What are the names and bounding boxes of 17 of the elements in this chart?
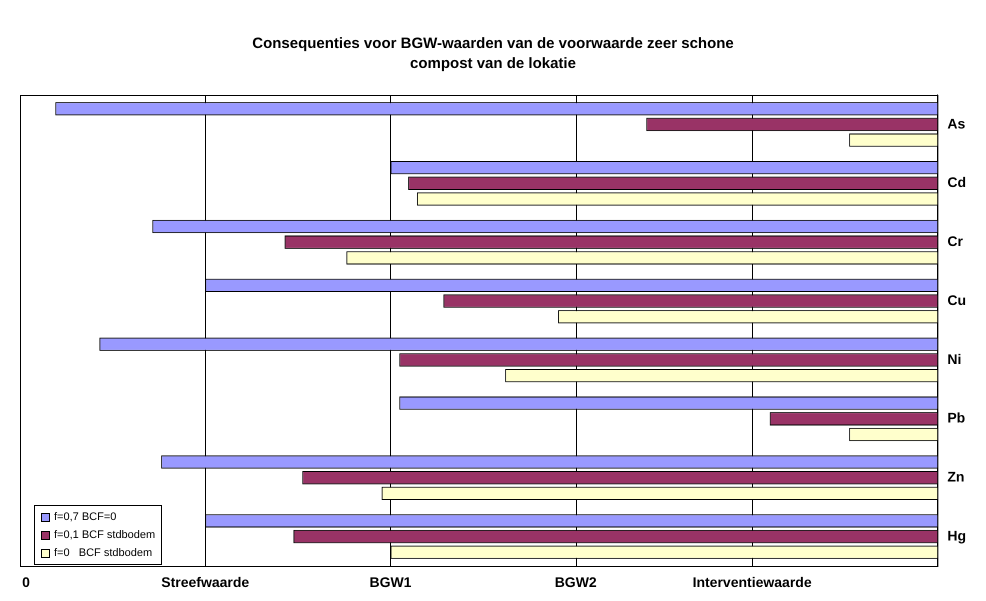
y-tick-label: Zn — [947, 468, 964, 485]
y-tick-label: Cd — [947, 174, 966, 190]
ref-line-label: BGW2 — [554, 574, 597, 590]
y-tick-label: As — [947, 115, 966, 132]
y-tick-label: Hg — [947, 527, 966, 544]
legend-label: f=0,7 BCF=0 — [54, 511, 116, 523]
y-tick-label: Ni — [947, 350, 962, 367]
y-tick-label: Cu — [947, 292, 966, 308]
chart-title: Consequenties voor BGW-waarden van de voorwaarde zeer schone compost van de lokatie — [251, 34, 735, 74]
legend-label: f=0,1 BCF stdbodem — [54, 529, 156, 541]
ref-line-label: BGW1 — [369, 574, 412, 590]
y-tick-label: Pb — [947, 410, 966, 426]
ref-line-label: Streefwaarde — [161, 574, 250, 590]
text: 0 — [22, 574, 30, 590]
y-tick-label: Cr — [947, 233, 964, 250]
legend-label: f=0 BCF stdbodem — [54, 547, 152, 559]
ref-line-label: Interventiewaarde — [692, 574, 812, 590]
